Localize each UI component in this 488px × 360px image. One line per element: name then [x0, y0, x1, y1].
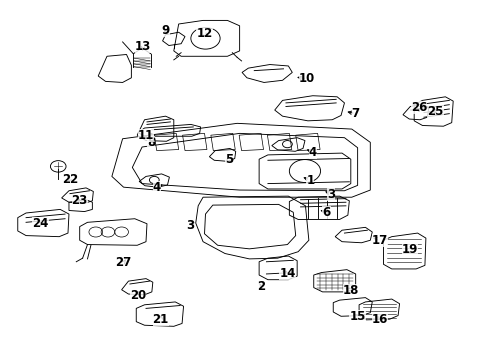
Text: 26: 26 — [410, 101, 427, 114]
Text: 13: 13 — [135, 40, 151, 53]
Text: 20: 20 — [130, 289, 146, 302]
Text: 4: 4 — [308, 145, 316, 158]
Text: 9: 9 — [161, 24, 169, 37]
Text: 24: 24 — [32, 217, 49, 230]
Text: 22: 22 — [61, 173, 78, 186]
Text: 8: 8 — [146, 136, 155, 149]
Text: 25: 25 — [427, 105, 443, 118]
Text: 14: 14 — [279, 267, 295, 280]
Text: 4: 4 — [152, 181, 161, 194]
Text: 3: 3 — [185, 219, 194, 233]
Text: 5: 5 — [224, 153, 233, 166]
Text: 11: 11 — [138, 129, 154, 142]
Text: 7: 7 — [351, 107, 359, 120]
Text: 18: 18 — [342, 284, 358, 297]
Text: 12: 12 — [196, 27, 212, 40]
Text: 15: 15 — [349, 310, 365, 324]
Text: 6: 6 — [322, 206, 330, 219]
Text: 23: 23 — [71, 194, 88, 207]
Text: 27: 27 — [115, 256, 131, 269]
Text: 1: 1 — [305, 174, 314, 186]
Text: 10: 10 — [298, 72, 314, 85]
Text: 2: 2 — [257, 280, 265, 293]
Text: 17: 17 — [371, 234, 387, 247]
Text: 16: 16 — [371, 313, 387, 327]
Text: 21: 21 — [152, 313, 168, 327]
Text: 3: 3 — [326, 188, 335, 201]
Text: 19: 19 — [401, 243, 418, 256]
